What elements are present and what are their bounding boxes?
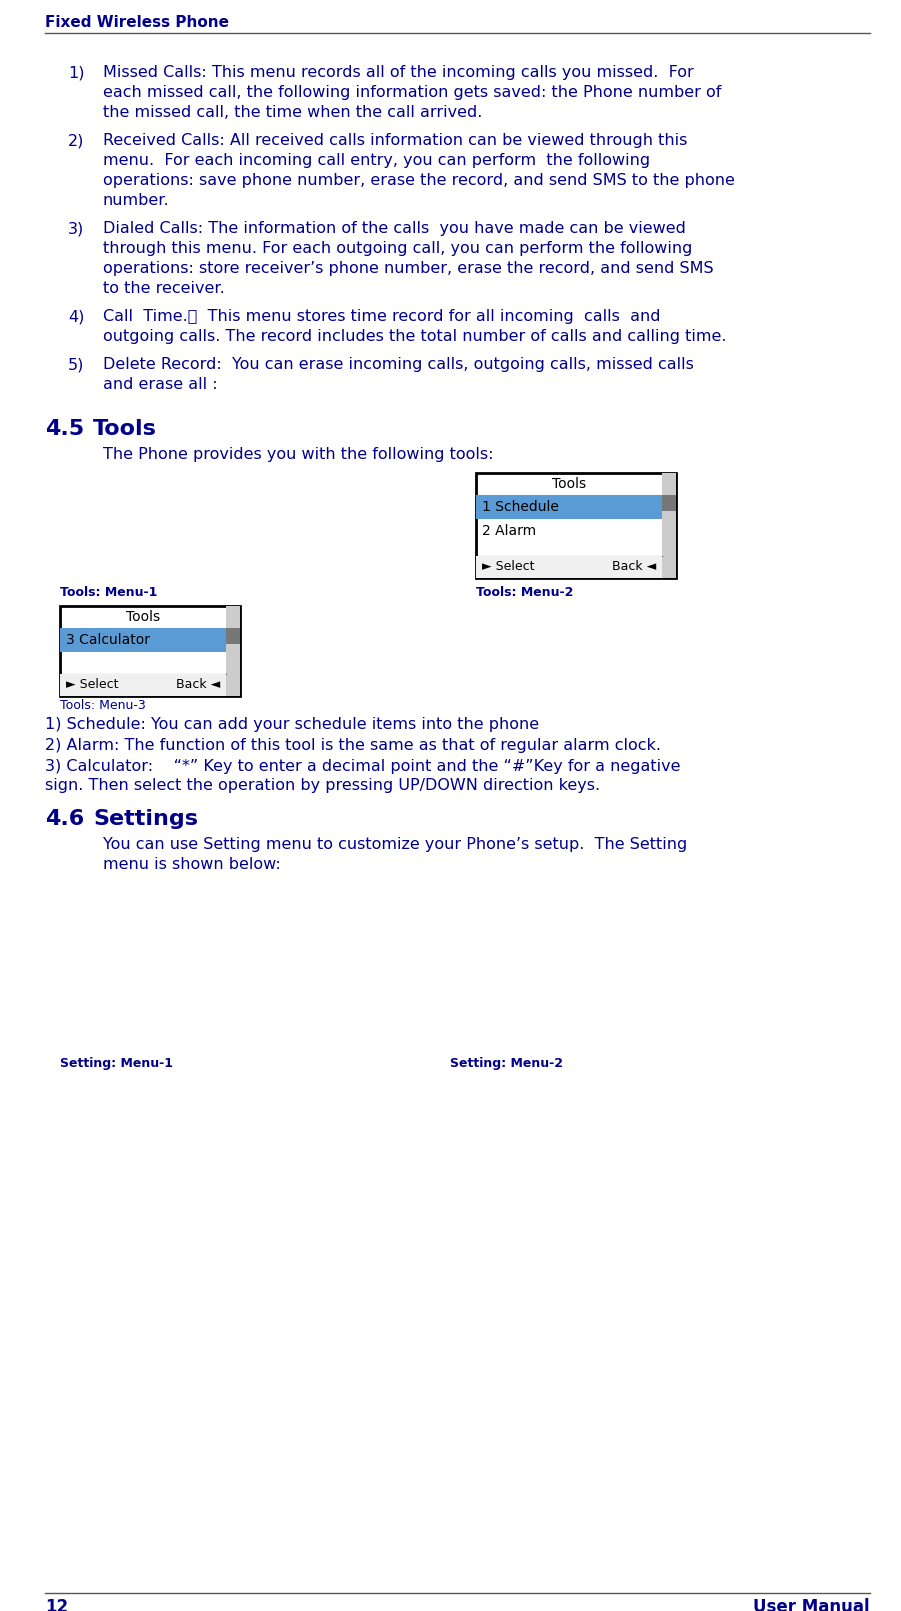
Text: Received Calls: All received calls information can be viewed through this: Received Calls: All received calls infor… bbox=[103, 134, 687, 148]
Text: Tools: Menu-2: Tools: Menu-2 bbox=[476, 586, 573, 599]
Text: 1 Schedule: 1 Schedule bbox=[482, 499, 559, 514]
Text: Tools: Tools bbox=[93, 419, 157, 440]
Text: Call  Time.：  This menu stores time record for all incoming  calls  and: Call Time.： This menu stores time record… bbox=[103, 309, 660, 324]
Bar bbox=[662, 474, 676, 578]
Text: number.: number. bbox=[103, 193, 169, 208]
Text: Back ◄: Back ◄ bbox=[612, 561, 656, 574]
Text: ► Select: ► Select bbox=[66, 678, 119, 691]
Text: User Manual: User Manual bbox=[753, 1598, 870, 1611]
Bar bbox=[476, 474, 676, 578]
Text: You can use Setting menu to customize your Phone’s setup.  The Setting: You can use Setting menu to customize yo… bbox=[103, 838, 687, 852]
Bar bbox=[60, 628, 226, 652]
Bar bbox=[60, 606, 240, 696]
Bar bbox=[226, 606, 240, 696]
Text: the missed call, the time when the call arrived.: the missed call, the time when the call … bbox=[103, 105, 482, 119]
Text: menu.  For each incoming call entry, you can perform  the following: menu. For each incoming call entry, you … bbox=[103, 153, 651, 168]
Text: Tools: Tools bbox=[126, 611, 160, 623]
Text: Delete Record:  You can erase incoming calls, outgoing calls, missed calls: Delete Record: You can erase incoming ca… bbox=[103, 358, 694, 372]
Text: Tools: Tools bbox=[552, 477, 586, 491]
Text: Back ◄: Back ◄ bbox=[176, 678, 220, 691]
Text: Missed Calls: This menu records all of the incoming calls you missed.  For: Missed Calls: This menu records all of t… bbox=[103, 64, 694, 81]
Text: and erase all :: and erase all : bbox=[103, 377, 218, 391]
Text: sign. Then select the operation by pressing UP/DOWN direction keys.: sign. Then select the operation by press… bbox=[45, 778, 600, 793]
Text: ► Select: ► Select bbox=[482, 561, 534, 574]
Text: to the receiver.: to the receiver. bbox=[103, 280, 224, 296]
Text: 2 Alarm: 2 Alarm bbox=[482, 524, 536, 538]
Bar bbox=[476, 556, 662, 578]
Text: 2) Alarm: The function of this tool is the same as that of regular alarm clock.: 2) Alarm: The function of this tool is t… bbox=[45, 738, 661, 752]
Text: 3 Calculator: 3 Calculator bbox=[66, 633, 150, 648]
Text: Settings: Settings bbox=[93, 809, 198, 830]
Text: operations: save phone number, erase the record, and send SMS to the phone: operations: save phone number, erase the… bbox=[103, 172, 735, 188]
Text: operations: store receiver’s phone number, erase the record, and send SMS: operations: store receiver’s phone numbe… bbox=[103, 261, 714, 275]
Text: outgoing calls. The record includes the total number of calls and calling time.: outgoing calls. The record includes the … bbox=[103, 329, 726, 345]
Bar bbox=[226, 628, 240, 644]
Text: 4): 4) bbox=[68, 309, 85, 324]
Text: menu is shown below:: menu is shown below: bbox=[103, 857, 281, 872]
Text: 3) Calculator:    “*” Key to enter a decimal point and the “#”Key for a negative: 3) Calculator: “*” Key to enter a decima… bbox=[45, 759, 680, 773]
Text: 2): 2) bbox=[68, 134, 85, 148]
Text: 1) Schedule: You can add your schedule items into the phone: 1) Schedule: You can add your schedule i… bbox=[45, 717, 539, 731]
Text: each missed call, the following information gets saved: the Phone number of: each missed call, the following informat… bbox=[103, 85, 722, 100]
Text: 3): 3) bbox=[68, 221, 85, 235]
Text: Tools: Menu-3: Tools: Menu-3 bbox=[60, 699, 146, 712]
Text: Dialed Calls: The information of the calls  you have made can be viewed: Dialed Calls: The information of the cal… bbox=[103, 221, 686, 235]
Text: Setting: Menu-1: Setting: Menu-1 bbox=[60, 1057, 173, 1070]
Text: 4.6: 4.6 bbox=[45, 809, 85, 830]
Text: through this menu. For each outgoing call, you can perform the following: through this menu. For each outgoing cal… bbox=[103, 242, 692, 256]
Text: Tools: Menu-1: Tools: Menu-1 bbox=[60, 586, 158, 599]
Text: Fixed Wireless Phone: Fixed Wireless Phone bbox=[45, 14, 229, 31]
Bar bbox=[60, 673, 226, 696]
Text: 1): 1) bbox=[68, 64, 85, 81]
Bar bbox=[476, 495, 662, 519]
Text: 4.5: 4.5 bbox=[45, 419, 84, 440]
Bar bbox=[662, 495, 676, 511]
Text: The Phone provides you with the following tools:: The Phone provides you with the followin… bbox=[103, 446, 494, 462]
Text: 5): 5) bbox=[68, 358, 85, 372]
Text: 12: 12 bbox=[45, 1598, 68, 1611]
Text: Setting: Menu-2: Setting: Menu-2 bbox=[450, 1057, 563, 1070]
